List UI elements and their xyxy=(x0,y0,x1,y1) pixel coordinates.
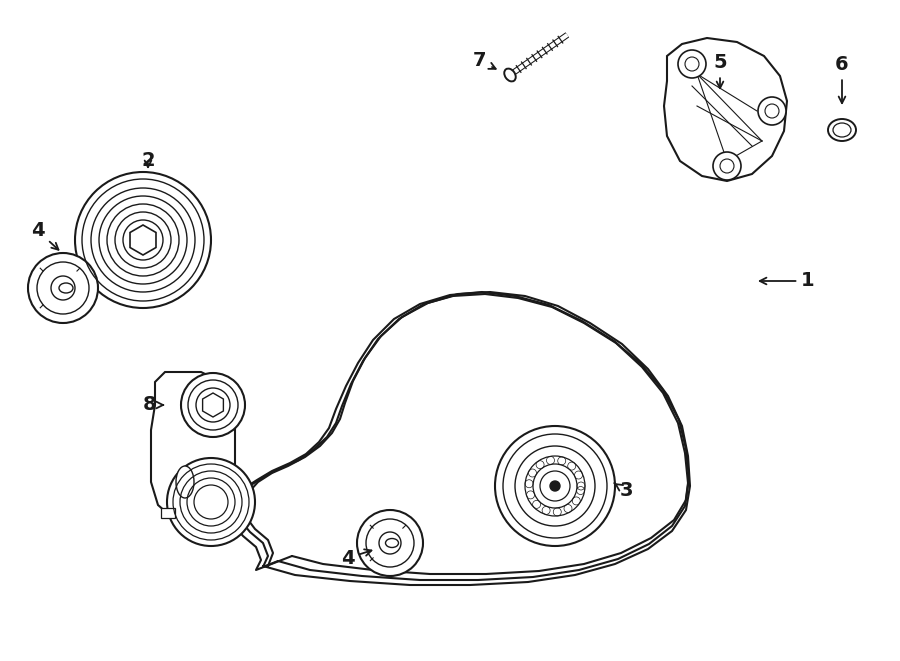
Circle shape xyxy=(758,97,786,125)
Polygon shape xyxy=(202,393,223,417)
Text: 6: 6 xyxy=(835,56,849,103)
Circle shape xyxy=(181,373,245,437)
Polygon shape xyxy=(161,508,175,518)
Circle shape xyxy=(713,152,741,180)
Text: 2: 2 xyxy=(141,151,155,171)
Circle shape xyxy=(28,253,98,323)
Circle shape xyxy=(167,458,255,546)
Circle shape xyxy=(75,172,211,308)
Text: 1: 1 xyxy=(760,272,815,290)
Ellipse shape xyxy=(385,539,399,547)
Text: 7: 7 xyxy=(473,52,496,71)
Text: 4: 4 xyxy=(32,221,58,250)
Circle shape xyxy=(678,50,706,78)
Ellipse shape xyxy=(176,466,194,498)
Polygon shape xyxy=(664,38,787,181)
Ellipse shape xyxy=(828,119,856,141)
Polygon shape xyxy=(130,225,156,255)
Circle shape xyxy=(550,481,560,491)
Text: 3: 3 xyxy=(614,481,633,500)
Ellipse shape xyxy=(504,69,516,81)
Text: 8: 8 xyxy=(143,395,163,414)
Text: 4: 4 xyxy=(341,549,372,568)
Circle shape xyxy=(495,426,615,546)
Circle shape xyxy=(357,510,423,576)
Polygon shape xyxy=(151,372,235,525)
Text: 5: 5 xyxy=(713,54,727,88)
Ellipse shape xyxy=(59,283,73,293)
